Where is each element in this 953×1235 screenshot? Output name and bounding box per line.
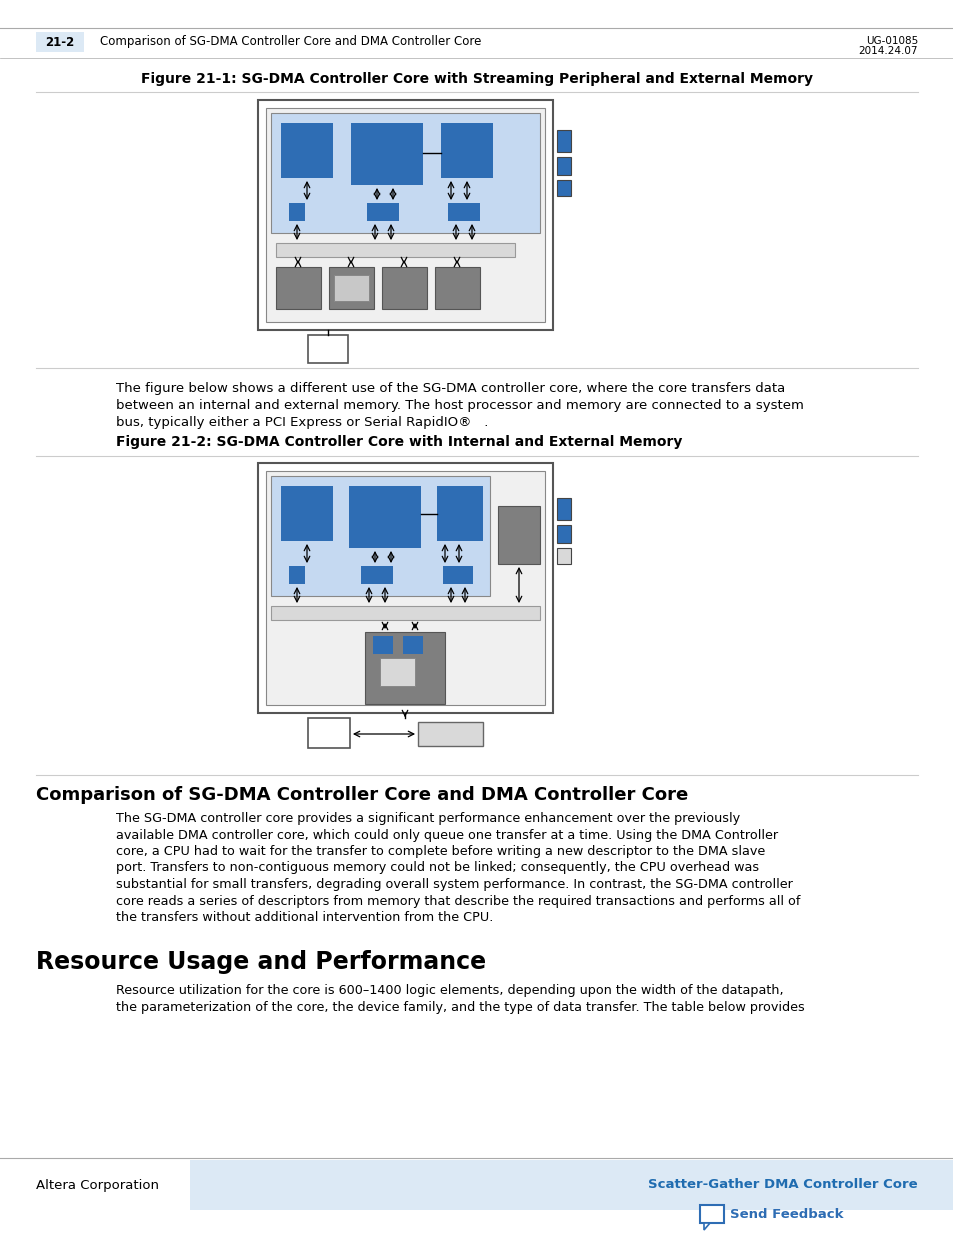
Text: Comparison of SG-DMA Controller Core and DMA Controller Core: Comparison of SG-DMA Controller Core and… xyxy=(36,785,687,804)
Bar xyxy=(271,606,539,620)
Bar xyxy=(379,658,415,685)
Text: UG-01085: UG-01085 xyxy=(864,36,917,46)
Text: Comparison of SG-DMA Controller Core and DMA Controller Core: Comparison of SG-DMA Controller Core and… xyxy=(100,36,481,48)
Text: The SG-DMA controller core provides a significant performance enhancement over t: The SG-DMA controller core provides a si… xyxy=(116,811,740,825)
Polygon shape xyxy=(703,1223,709,1230)
Text: available DMA controller core, which could only queue one transfer at a time. Us: available DMA controller core, which cou… xyxy=(116,829,778,841)
Bar xyxy=(271,112,539,233)
Bar xyxy=(373,636,393,655)
Bar xyxy=(351,124,422,185)
Text: between an internal and external memory. The host processor and memory are conne: between an internal and external memory.… xyxy=(116,399,803,412)
Bar xyxy=(281,124,333,178)
Bar xyxy=(365,632,444,704)
Bar xyxy=(402,636,422,655)
Bar xyxy=(329,267,374,309)
Bar xyxy=(417,722,482,746)
Text: The figure below shows a different use of the SG-DMA controller core, where the : The figure below shows a different use o… xyxy=(116,382,784,395)
Text: Figure 21-2: SG-DMA Controller Core with Internal and External Memory: Figure 21-2: SG-DMA Controller Core with… xyxy=(116,435,681,450)
Bar xyxy=(289,566,305,584)
Bar xyxy=(190,1160,953,1210)
Bar xyxy=(442,566,458,584)
Bar xyxy=(436,487,482,541)
Bar xyxy=(557,157,571,175)
Bar xyxy=(440,124,493,178)
Bar xyxy=(308,335,348,363)
Text: bus, typically either a PCI Express or Serial RapidIO®   .: bus, typically either a PCI Express or S… xyxy=(116,416,488,429)
Bar xyxy=(334,275,369,301)
Text: Figure 21-1: SG-DMA Controller Core with Streaming Peripheral and External Memor: Figure 21-1: SG-DMA Controller Core with… xyxy=(141,72,812,86)
Text: the parameterization of the core, the device family, and the type of data transf: the parameterization of the core, the de… xyxy=(116,1000,804,1014)
Bar xyxy=(281,487,333,541)
Bar xyxy=(349,487,420,548)
Text: Resource utilization for the core is 600–1400 logic elements, depending upon the: Resource utilization for the core is 600… xyxy=(116,984,782,997)
Bar xyxy=(36,32,84,52)
Bar xyxy=(382,203,398,221)
Bar xyxy=(448,203,463,221)
Bar xyxy=(367,203,382,221)
Bar xyxy=(497,506,539,564)
Text: Send Feedback: Send Feedback xyxy=(729,1209,842,1221)
Text: port. Transfers to non-contiguous memory could not be linked; consequently, the : port. Transfers to non-contiguous memory… xyxy=(116,862,759,874)
Text: Scatter-Gather DMA Controller Core: Scatter-Gather DMA Controller Core xyxy=(648,1178,917,1192)
Bar xyxy=(308,718,350,748)
Bar xyxy=(266,107,544,322)
Bar xyxy=(257,100,553,330)
Bar xyxy=(266,471,544,705)
Bar xyxy=(557,498,571,520)
Bar xyxy=(463,203,479,221)
Text: Altera Corporation: Altera Corporation xyxy=(36,1178,159,1192)
Bar xyxy=(557,180,571,196)
Bar xyxy=(271,475,490,597)
Bar xyxy=(456,566,473,584)
Bar xyxy=(557,130,571,152)
Bar xyxy=(257,463,553,713)
Bar xyxy=(435,267,479,309)
Text: the transfers without additional intervention from the CPU.: the transfers without additional interve… xyxy=(116,911,493,924)
Text: 21-2: 21-2 xyxy=(46,36,74,48)
Bar xyxy=(275,267,320,309)
Bar xyxy=(557,548,571,564)
Bar xyxy=(376,566,393,584)
Text: core, a CPU had to wait for the transfer to complete before writing a new descri: core, a CPU had to wait for the transfer… xyxy=(116,845,764,858)
Bar xyxy=(381,267,427,309)
Bar xyxy=(275,243,515,257)
Text: core reads a series of descriptors from memory that describe the required transa: core reads a series of descriptors from … xyxy=(116,894,800,908)
Bar xyxy=(289,203,305,221)
Bar xyxy=(700,1205,723,1223)
Text: Resource Usage and Performance: Resource Usage and Performance xyxy=(36,950,486,974)
Text: substantial for small transfers, degrading overall system performance. In contra: substantial for small transfers, degradi… xyxy=(116,878,792,890)
Text: 2014.24.07: 2014.24.07 xyxy=(858,46,917,56)
Bar xyxy=(557,525,571,543)
Bar xyxy=(360,566,376,584)
